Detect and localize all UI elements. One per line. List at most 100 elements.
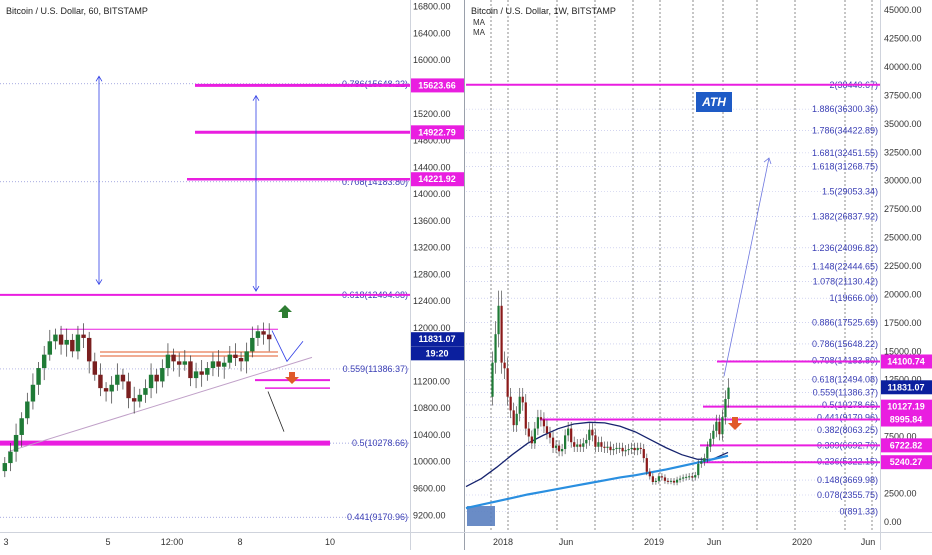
ma-label-2: MA xyxy=(473,28,485,37)
right-y-tick-label: 20000.00 xyxy=(884,289,922,299)
right-price-tag xyxy=(881,438,932,453)
right-fib-label: 1.148(22444.65) xyxy=(812,262,878,272)
right-y-tick-label: 45000.00 xyxy=(884,5,922,15)
right-candle-body xyxy=(654,480,657,482)
right-candle-body xyxy=(497,305,500,335)
right-fib-label: 1.078(21130.42) xyxy=(813,277,878,287)
left-fib-label: 0.786(15648.22) xyxy=(342,79,408,89)
right-candle-body xyxy=(672,480,676,483)
right-candle-body xyxy=(606,446,609,448)
right-y-tick-label: 35000.00 xyxy=(884,119,922,129)
right-moving-average-line xyxy=(465,454,729,510)
left-y-tick-label: 10800.00 xyxy=(413,403,451,413)
right-candle-body xyxy=(645,458,648,472)
right-candle-body xyxy=(633,447,636,451)
right-y-tick-label: 22500.00 xyxy=(884,261,922,271)
left-x-tick-label: 8 xyxy=(237,537,242,547)
left-y-tick-label: 14800.00 xyxy=(413,136,451,146)
right-candle-body xyxy=(681,477,685,479)
left-candle-body xyxy=(238,358,244,362)
right-candle-body xyxy=(706,446,709,459)
left-y-tick-label: 13200.00 xyxy=(413,243,451,253)
right-candle-body xyxy=(509,396,512,411)
right-candle-body xyxy=(669,480,673,482)
right-candle-body xyxy=(545,426,549,434)
right-fib-label: 0.382(8063.25) xyxy=(817,425,878,435)
right-fib-label: 1.681(32451.55) xyxy=(812,148,878,158)
right-candle-body xyxy=(639,447,642,450)
bearish-arrow-icon xyxy=(728,417,742,430)
right-y-tick-label: 12500.00 xyxy=(884,375,922,385)
left-candle-body xyxy=(115,374,120,385)
right-candle-body xyxy=(657,476,661,481)
left-y-tick-label: 12000.00 xyxy=(413,323,451,333)
left-candle-body xyxy=(244,351,249,362)
right-candle-body xyxy=(712,430,715,439)
right-fib-label: 0.148(3669.98) xyxy=(817,475,878,485)
right-candle-body xyxy=(515,413,518,426)
right-candle-body xyxy=(697,463,700,476)
logo-placeholder xyxy=(467,506,495,526)
right-price-tag xyxy=(881,412,932,427)
right-price-tag xyxy=(881,380,932,395)
left-candle-body xyxy=(30,384,36,402)
right-candle-body xyxy=(500,305,503,363)
left-candle-body xyxy=(148,374,154,389)
right-candle-body xyxy=(539,417,543,420)
left-y-tick-label: 16800.00 xyxy=(413,2,451,12)
left-y-tick-label: 13600.00 xyxy=(413,216,451,226)
right-candle-body xyxy=(688,476,691,478)
left-candle-body xyxy=(64,339,69,345)
left-fib-label: 0.5(10278.66) xyxy=(352,438,408,448)
left-fib-label: 0.441(9170.96) xyxy=(347,512,408,522)
right-candle-body xyxy=(588,429,591,440)
right-fib-label: 1(19666.00) xyxy=(829,293,878,303)
left-candle-body xyxy=(25,401,30,419)
right-candle-body xyxy=(491,362,494,397)
right-candle-body xyxy=(551,437,555,448)
right-candle-body xyxy=(636,447,639,451)
left-candle-body xyxy=(103,388,109,392)
right-fib-label: 0.078(2355.75) xyxy=(817,490,878,500)
right-candle-body xyxy=(700,461,703,464)
left-candle-body xyxy=(120,374,126,382)
right-candle-body xyxy=(703,458,706,462)
left-measure-arrow-head xyxy=(252,94,260,101)
left-candle-body xyxy=(47,341,53,355)
right-candle-body xyxy=(630,447,633,450)
right-y-tick-label: 25000.00 xyxy=(884,233,922,243)
right-fib-label: 0.559(11386.37) xyxy=(813,387,878,397)
left-candle-body xyxy=(205,368,210,375)
left-candle-body xyxy=(255,331,261,338)
left-candle-body xyxy=(250,337,255,352)
right-candle-body xyxy=(618,447,621,449)
right-candle-body xyxy=(548,433,552,438)
right-price-tag-label: 5240.27 xyxy=(890,457,923,467)
left-candle-body xyxy=(143,388,148,395)
right-x-tick-label: Jun xyxy=(861,537,876,547)
right-moving-average-line xyxy=(465,421,729,488)
right-candle-body xyxy=(615,447,618,450)
left-x-tick-label: 5 xyxy=(105,537,110,547)
right-candle-body xyxy=(621,447,624,452)
right-candle-body xyxy=(494,334,497,363)
right-candle-body xyxy=(567,428,570,436)
left-y-tick-label: 9600.00 xyxy=(413,484,446,494)
left-measure-arrow-head xyxy=(95,75,103,82)
right-projection-arrow-head xyxy=(763,157,772,165)
left-candle-body xyxy=(2,463,8,472)
left-candle-body xyxy=(233,354,238,359)
left-price-tag-label: 14221.92 xyxy=(418,174,456,184)
left-candle-body xyxy=(266,334,272,340)
right-candle-body xyxy=(530,436,533,444)
right-candle-body xyxy=(560,449,564,452)
right-price-tag-label: 10127.19 xyxy=(887,402,925,412)
right-y-tick-label: 15000.00 xyxy=(884,346,922,356)
left-y-tick-label: 14000.00 xyxy=(413,189,451,199)
right-fib-label: 0(891.33) xyxy=(839,507,878,517)
right-x-tick-label: 2018 xyxy=(493,537,513,547)
right-candle-body xyxy=(542,419,546,427)
right-x-tick-label: 2020 xyxy=(792,537,812,547)
left-candle-body xyxy=(137,394,143,402)
